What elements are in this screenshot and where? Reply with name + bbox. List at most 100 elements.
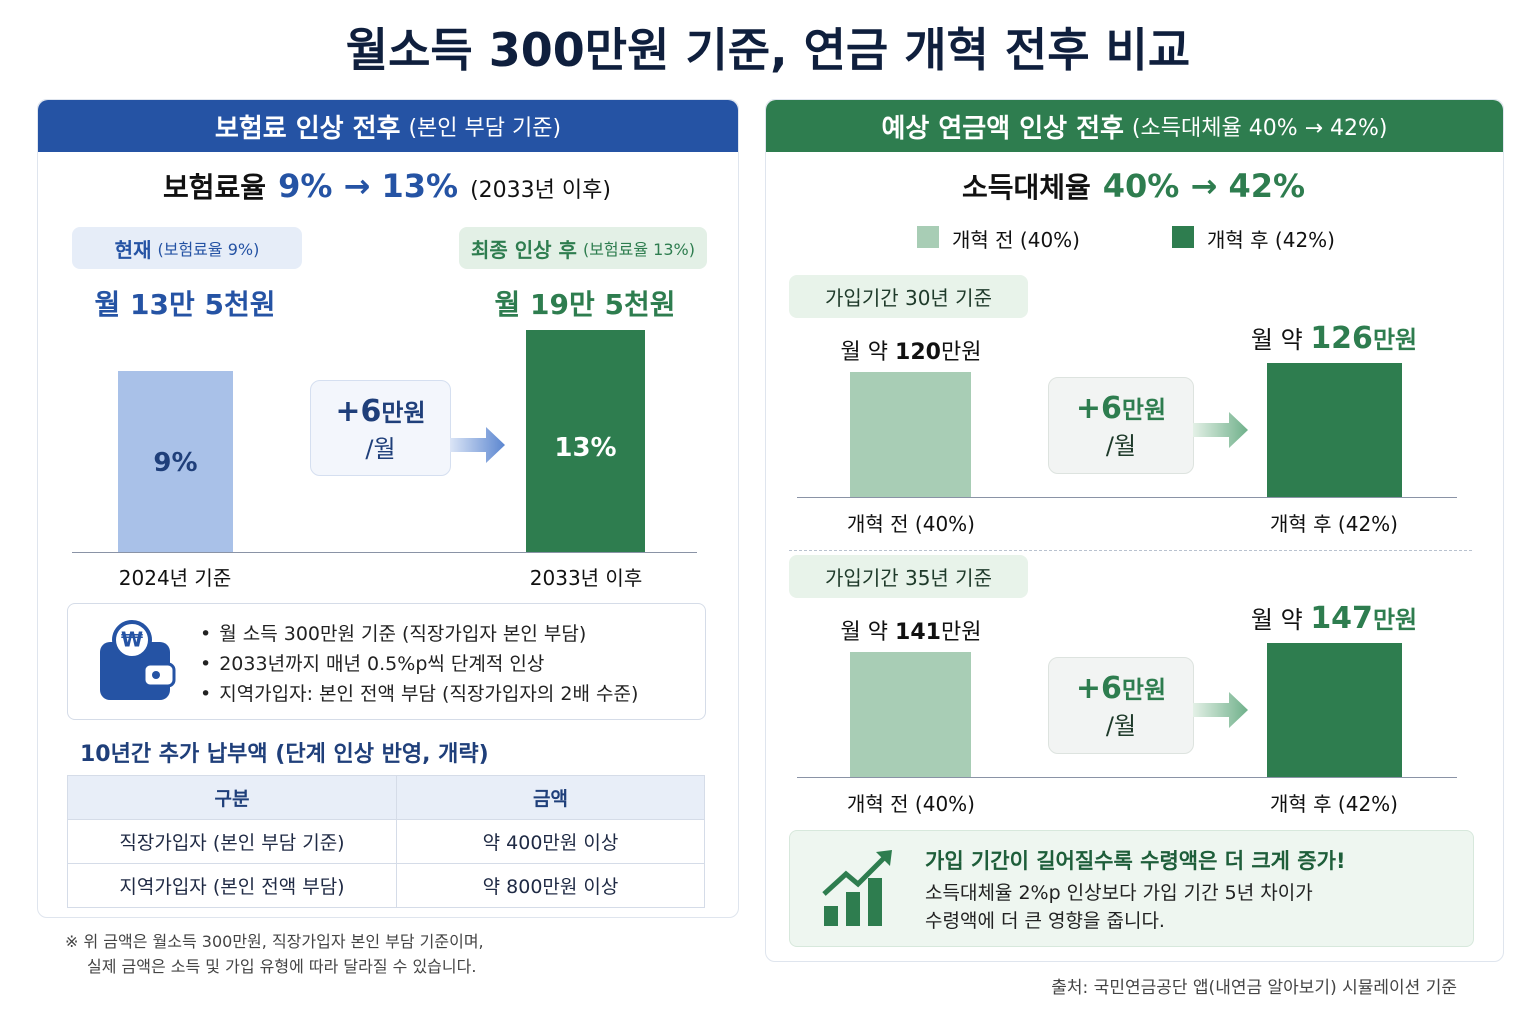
amount-value: 126 bbox=[1310, 321, 1373, 356]
page-title: 월소득 300만원 기준, 연금 개혁 전후 비교 bbox=[345, 23, 1191, 77]
rate-change: 40% → 42% bbox=[1102, 167, 1306, 205]
header-note: (소득대체율 40% → 42%) bbox=[1131, 116, 1388, 141]
bar bbox=[526, 330, 645, 552]
amount-value: 147 bbox=[1310, 601, 1373, 636]
legend-swatch bbox=[1172, 226, 1194, 248]
table-cell: 약 800만원 이상 bbox=[396, 863, 705, 908]
amount-value: 141 bbox=[895, 620, 941, 645]
rate-label: 보험료율 bbox=[163, 171, 267, 204]
bar-label: 13% bbox=[554, 433, 617, 463]
info-box bbox=[67, 603, 706, 720]
note: 지역가입자: 본인 전액 부담 (직장가입자의 2배 수준) bbox=[200, 679, 638, 706]
amount-value: 120 bbox=[895, 340, 941, 365]
tag-note: (보험료율 13%) bbox=[582, 240, 695, 259]
rate-line: 소득대체율 40% → 42% bbox=[765, 166, 1502, 206]
bar-label: 9% bbox=[153, 448, 198, 478]
diff-value: +6 bbox=[335, 393, 382, 429]
source: 출처: 국민연금공단 앱(내연금 알아보기) 시뮬레이션 기준 bbox=[1051, 978, 1457, 998]
diff-per: /월 bbox=[1105, 712, 1137, 740]
pension-amount: 월 약 126만원 bbox=[1214, 320, 1454, 356]
table-header: 구분 bbox=[67, 775, 397, 820]
bar bbox=[118, 371, 233, 552]
growth-icon bbox=[822, 850, 892, 926]
diff-box: +6만원 /월 bbox=[310, 380, 451, 476]
axis-label: 개혁 전 (40%) bbox=[847, 512, 975, 536]
baseline bbox=[797, 497, 1457, 498]
baseline bbox=[797, 777, 1457, 778]
table-cell: 직장가입자 (본인 부담 기준) bbox=[67, 819, 397, 864]
tag: 현재 (보험료율 9%) bbox=[72, 227, 302, 269]
diff-unit: 만원 bbox=[1121, 396, 1167, 424]
diff-box: +6만원 /월 bbox=[1048, 377, 1194, 474]
legend-label: 개혁 후 (42%) bbox=[1207, 228, 1335, 252]
section-tag: 가입기간 30년 기준 bbox=[789, 275, 1028, 318]
insight-line: 소득대체율 2%p 인상보다 가입 기간 5년 차이가 bbox=[925, 882, 1313, 904]
table-cell: 약 400만원 이상 bbox=[396, 819, 705, 864]
arrow bbox=[1193, 412, 1248, 448]
tag-text: 최종 인상 후 bbox=[471, 237, 577, 262]
amount-unit: 만원 bbox=[1372, 606, 1418, 634]
right-panel: 예상 연금액 인상 전후 (소득대체율 40% → 42%) bbox=[765, 99, 1504, 962]
amount-unit: 만원 bbox=[940, 620, 982, 645]
bar bbox=[1267, 643, 1402, 777]
bar bbox=[850, 372, 971, 497]
right-header: 예상 연금액 인상 전후 (소득대체율 40% → 42%) bbox=[766, 100, 1503, 152]
footnote: 실제 금액은 소득 및 가입 유형에 따라 달라질 수 있습니다. bbox=[87, 957, 477, 976]
axis-label: 개혁 전 (40%) bbox=[847, 792, 975, 816]
axis-label: 2033년 이후 bbox=[529, 566, 643, 590]
rate-line: 보험료율 9% → 13% (2033년 이후) bbox=[37, 166, 737, 206]
note: 월 소득 300만원 기준 (직장가입자 본인 부담) bbox=[200, 619, 586, 646]
amount-prefix: 월 약 bbox=[1250, 606, 1303, 634]
pension-amount: 월 약 147만원 bbox=[1214, 600, 1454, 636]
header-text: 예상 연금액 인상 전후 bbox=[881, 113, 1124, 144]
axis-label: 2024년 기준 bbox=[118, 566, 232, 590]
table-cell: 지역가입자 (본인 전액 부담) bbox=[67, 863, 397, 908]
legend-swatch bbox=[917, 226, 939, 248]
header-text: 보험료 인상 전후 bbox=[214, 113, 401, 144]
pension-amount: 월 약 120만원 bbox=[811, 334, 1011, 366]
diff-per: /월 bbox=[1105, 432, 1137, 460]
diff-unit: 만원 bbox=[1121, 676, 1167, 704]
pension-amount: 월 약 141만원 bbox=[811, 614, 1011, 646]
section-tag: 가입기간 35년 기준 bbox=[789, 555, 1028, 598]
divider bbox=[789, 550, 1472, 551]
currency-symbol: ₩ bbox=[121, 628, 143, 652]
insight-box bbox=[789, 830, 1474, 947]
baseline bbox=[72, 552, 697, 553]
diff-value: +6 bbox=[1075, 391, 1122, 426]
bar bbox=[850, 652, 971, 777]
footnote: ※ 위 금액은 월소득 300만원, 직장가입자 본인 부담 기준이며, bbox=[65, 932, 484, 951]
diff-unit: 만원 bbox=[381, 398, 426, 427]
amount-prefix: 월 약 bbox=[840, 340, 889, 365]
table-header: 금액 bbox=[396, 775, 705, 820]
tag-note: (보험료율 9%) bbox=[157, 240, 260, 259]
note: 2033년까지 매년 0.5%p씩 단계적 인상 bbox=[200, 649, 544, 676]
insight-line: 수령액에 더 큰 영향을 줍니다. bbox=[925, 910, 1165, 932]
rate-note: (2033년 이후) bbox=[470, 178, 611, 203]
amount-prefix: 월 약 bbox=[840, 620, 889, 645]
amount: 월 13만 5천원 bbox=[94, 288, 276, 321]
amount-unit: 만원 bbox=[940, 340, 982, 365]
rate-label: 소득대체율 bbox=[961, 171, 1091, 204]
amount-unit: 만원 bbox=[1372, 326, 1418, 354]
rate-change: 9% → 13% bbox=[278, 167, 459, 205]
arrow bbox=[450, 427, 505, 463]
diff-per: /월 bbox=[365, 434, 396, 463]
left-header: 보험료 인상 전후 (본인 부담 기준) bbox=[38, 100, 738, 152]
legend-label: 개혁 전 (40%) bbox=[952, 228, 1080, 252]
tag: 최종 인상 후 (보험료율 13%) bbox=[459, 227, 707, 269]
diff-box: +6만원 /월 bbox=[1048, 657, 1194, 754]
amount-prefix: 월 약 bbox=[1250, 326, 1303, 354]
amount: 월 19만 5천원 bbox=[494, 288, 676, 321]
insight-headline: 가입 기간이 길어질수록 수령액은 더 크게 증가! bbox=[925, 849, 1346, 873]
axis-label: 개혁 후 (42%) bbox=[1270, 512, 1398, 536]
axis-label: 개혁 후 (42%) bbox=[1270, 792, 1398, 816]
tag-text: 현재 bbox=[114, 237, 152, 262]
header-note: (본인 부담 기준) bbox=[408, 116, 562, 141]
table-title: 10년간 추가 납부액 (단계 인상 반영, 개략) bbox=[80, 742, 489, 767]
diff-value: +6 bbox=[1075, 671, 1122, 706]
arrow bbox=[1193, 692, 1248, 728]
bar bbox=[1267, 363, 1402, 497]
table: 구분 금액 직장가입자 (본인 부담 기준) 약 400만원 이상 지역가입자 (본… bbox=[67, 775, 705, 908]
